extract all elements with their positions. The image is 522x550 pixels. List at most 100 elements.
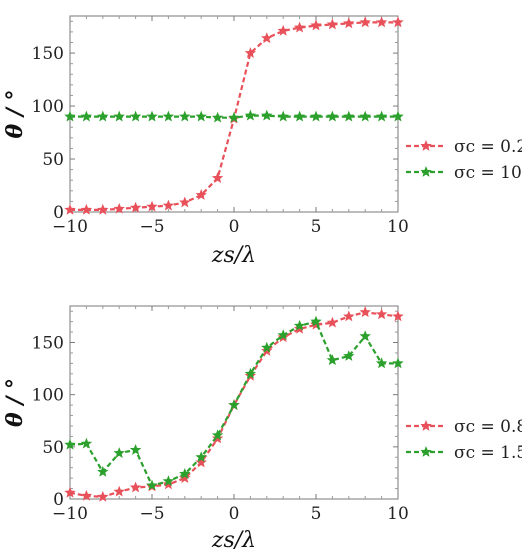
data-point-star [129, 481, 142, 493]
x-tick-label: 10 [387, 217, 409, 237]
x-tick-label: 10 [387, 504, 409, 524]
y-tick-label: 50 [42, 438, 64, 458]
data-point-star [228, 399, 240, 410]
data-point-star [293, 319, 306, 331]
data-point-star [64, 203, 76, 215]
data-point-star [162, 199, 175, 211]
data-point-star [64, 110, 76, 122]
data-point-star [310, 315, 322, 327]
x-tick-label: 0 [229, 504, 240, 524]
data-point-star [359, 16, 371, 28]
data-point-star [162, 110, 175, 122]
legend-label: σc = 10 [454, 163, 522, 183]
x-axis-label: zs/λ [211, 243, 256, 268]
data-point-star [80, 110, 93, 122]
data-point-star [179, 467, 191, 479]
y-tick-label: 100 [32, 97, 64, 117]
data-point-star [277, 24, 289, 36]
x-tick-label: −5 [139, 217, 164, 237]
data-point-star [80, 437, 93, 449]
data-point-star [97, 490, 109, 502]
data-point-star [326, 354, 339, 366]
data-point-star [179, 196, 191, 208]
data-point-star [80, 489, 93, 501]
y-tick-label: 0 [53, 203, 64, 223]
data-point-star [310, 19, 322, 31]
data-point-star [343, 310, 355, 322]
data-point-star [392, 357, 404, 369]
series-line-1 [69, 311, 399, 499]
x-tick-label: 5 [311, 504, 322, 524]
data-point-star [293, 110, 306, 122]
data-point-star [277, 110, 289, 122]
legend-marker-star [420, 166, 432, 177]
data-point-star [97, 110, 109, 122]
data-point-star [195, 189, 207, 200]
data-point-star [277, 329, 289, 341]
data-point-star [129, 110, 142, 122]
data-point-star [113, 485, 125, 497]
data-point-star [179, 110, 191, 122]
data-point-star [179, 472, 191, 483]
data-point-star [392, 16, 404, 28]
x-axis-label: zs/λ [211, 528, 256, 550]
legend-marker-star [420, 446, 432, 457]
data-point-star [375, 110, 388, 122]
data-point-star [129, 443, 142, 455]
data-point-star [162, 475, 175, 487]
data-point-star [211, 111, 224, 123]
data-point-star [244, 367, 257, 379]
data-point-star [392, 110, 404, 122]
data-point-star [113, 110, 125, 122]
data-point-star [359, 110, 371, 122]
y-tick-label: 150 [32, 334, 64, 354]
x-tick-label: −10 [52, 504, 88, 524]
data-point-star [375, 357, 388, 369]
legend-label: σc = 0.2 [454, 137, 522, 157]
legend-marker-star [420, 420, 432, 431]
data-point-star [146, 479, 158, 491]
data-point-star [228, 111, 240, 123]
data-point-star [359, 306, 371, 318]
y-tick-label: 0 [53, 490, 64, 510]
legend-marker-star [420, 140, 432, 151]
y-axis-label: θ / ° [2, 378, 28, 427]
data-point-star [211, 172, 224, 183]
data-point-star [375, 308, 388, 320]
data-point-star [293, 21, 306, 33]
x-tick-label: 5 [311, 217, 322, 237]
data-point-star [97, 203, 109, 215]
y-tick-label: 100 [32, 386, 64, 406]
data-point-star [195, 451, 207, 463]
data-point-star [211, 429, 224, 441]
data-point-star [375, 16, 388, 28]
data-point-star [244, 47, 257, 58]
data-point-star [326, 110, 339, 122]
legend-label: σc = 1.5 [454, 443, 522, 463]
data-point-star [261, 32, 273, 44]
data-point-star [261, 109, 273, 121]
data-point-star [261, 341, 273, 353]
data-point-star [64, 438, 76, 450]
x-tick-label: −10 [52, 217, 88, 237]
data-point-star [392, 310, 404, 322]
data-point-star [343, 110, 355, 122]
data-point-star [97, 465, 109, 477]
x-tick-label: −5 [139, 504, 164, 524]
x-tick-label: 0 [229, 217, 240, 237]
data-point-star [244, 109, 257, 121]
y-tick-label: 150 [32, 44, 64, 64]
legend-label: σc = 0.8 [454, 417, 522, 437]
data-point-star [326, 18, 339, 30]
data-point-star [195, 456, 207, 468]
data-point-star [80, 203, 93, 215]
data-point-star [146, 110, 158, 122]
y-tick-label: 50 [42, 150, 64, 170]
data-point-star [129, 201, 142, 213]
data-point-star [146, 200, 158, 212]
data-point-star [343, 350, 355, 361]
data-point-star [64, 486, 76, 498]
data-point-star [359, 330, 371, 342]
